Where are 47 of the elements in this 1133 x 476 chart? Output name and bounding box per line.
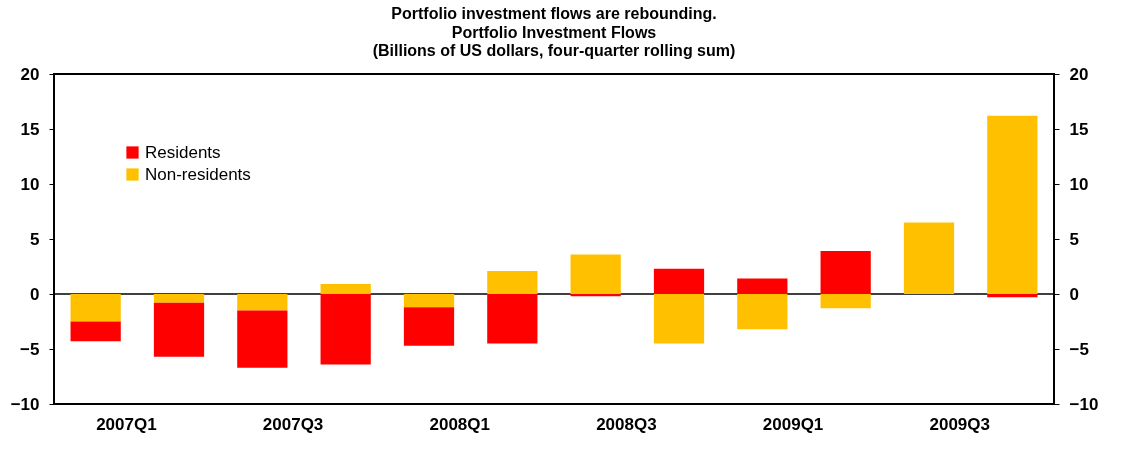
bar <box>820 251 871 294</box>
legend-label: Residents <box>145 142 221 162</box>
bar <box>153 302 205 357</box>
chart-title: Portfolio investment flows are rebounding. <box>391 5 717 22</box>
bar <box>570 294 621 297</box>
bar <box>737 294 788 330</box>
y-tick-label: 20 <box>20 64 40 84</box>
y-tick-label: 0 <box>30 284 40 304</box>
y2-tick-label: 20 <box>1069 64 1089 84</box>
bar <box>653 294 705 344</box>
x-tick-label: 2008Q3 <box>596 414 657 434</box>
bar <box>237 294 288 311</box>
bar <box>820 294 871 309</box>
bar <box>903 222 955 294</box>
y-tick-label: −5 <box>20 339 40 359</box>
bar <box>320 284 371 294</box>
y2-tick-label: −5 <box>1069 339 1089 359</box>
bar <box>70 321 121 342</box>
bar <box>487 270 538 294</box>
y-tick-label: −10 <box>10 394 40 414</box>
y2-tick-label: 15 <box>1069 119 1089 139</box>
x-tick-label: 2008Q1 <box>429 414 490 434</box>
y2-tick-label: 5 <box>1069 229 1079 249</box>
x-tick-label: 2007Q3 <box>262 414 324 434</box>
bar <box>653 268 705 294</box>
y-tick-label: 5 <box>30 229 40 249</box>
bar <box>737 278 788 294</box>
bar <box>570 254 621 294</box>
y2-tick-label: 10 <box>1069 174 1089 194</box>
y-tick-label: 10 <box>20 174 40 194</box>
bar <box>987 294 1038 298</box>
bar <box>237 310 288 368</box>
chart-subtitle: Portfolio Investment Flows (Billions of US dollars, four-quarter rolling sum) <box>372 24 736 59</box>
x-tick-label: 2007Q1 <box>96 414 157 434</box>
bar <box>153 294 205 303</box>
bar <box>987 115 1038 294</box>
y-tick-label: 15 <box>20 119 40 139</box>
x-tick-label: 2009Q1 <box>762 414 824 434</box>
bar <box>403 294 455 308</box>
bar <box>70 294 121 322</box>
bar <box>320 294 371 365</box>
y2-tick-label: 0 <box>1069 284 1079 304</box>
legend-label: Non-residents <box>145 164 251 184</box>
y2-tick-label: −10 <box>1069 394 1099 414</box>
bar <box>403 307 455 346</box>
x-tick-label: 2009Q3 <box>929 414 990 434</box>
bar <box>487 294 538 344</box>
